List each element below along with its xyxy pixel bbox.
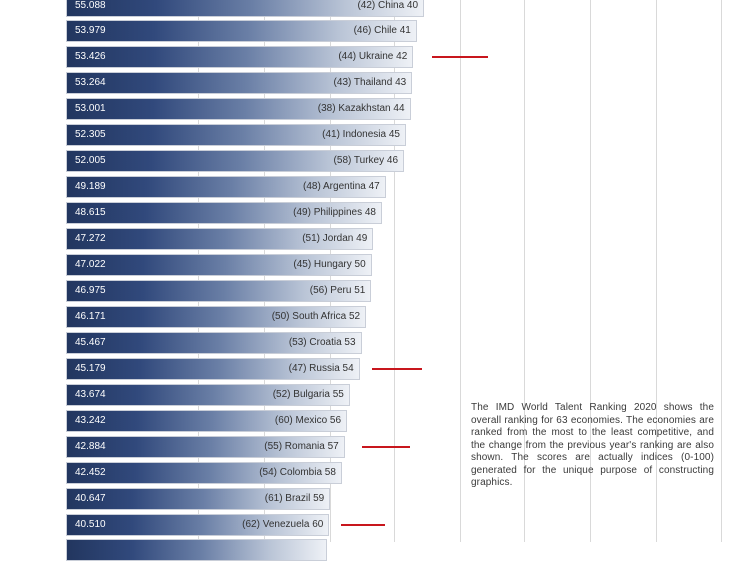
country-label-9: (49) Philippines 48 xyxy=(293,207,376,219)
score-label-12: 46.975 xyxy=(75,284,106,296)
gridline-9 xyxy=(721,0,722,542)
bar-20 xyxy=(66,487,331,510)
bar-17 xyxy=(66,409,348,432)
country-label-20: (61) Brazil 59 xyxy=(264,492,325,504)
score-label-4: 53.264 xyxy=(75,77,106,89)
score-label-21: 40.510 xyxy=(75,518,106,530)
country-label-8: (48) Argentina 47 xyxy=(303,181,380,193)
country-label-16: (52) Bulgaria 55 xyxy=(272,388,344,400)
score-label-13: 46.171 xyxy=(75,310,106,322)
score-label-1: 55.088 xyxy=(75,0,106,11)
score-label-19: 42.452 xyxy=(75,466,106,478)
highlight-marker-15 xyxy=(372,367,422,370)
bar-10 xyxy=(66,228,374,251)
highlight-marker-18 xyxy=(362,445,410,448)
chart-annotation: The IMD World Talent Ranking 2020 shows … xyxy=(471,402,714,488)
country-label-14: (53) Croatia 53 xyxy=(288,336,356,348)
bar-15 xyxy=(66,357,360,380)
bar-16 xyxy=(66,383,350,406)
score-label-17: 43.242 xyxy=(75,414,106,426)
bar-1 xyxy=(66,0,425,17)
country-label-12: (56) Peru 51 xyxy=(309,284,366,296)
bar-21 xyxy=(66,513,330,536)
score-label-2: 53.979 xyxy=(75,25,106,37)
country-label-5: (38) Kazakhstan 44 xyxy=(317,103,405,115)
country-label-6: (41) Indonesia 45 xyxy=(322,129,400,141)
bar-7 xyxy=(66,150,405,173)
country-label-3: (44) Ukraine 42 xyxy=(338,51,408,63)
score-label-16: 43.674 xyxy=(75,388,106,400)
bar-5 xyxy=(66,98,411,121)
country-label-4: (43) Thailand 43 xyxy=(333,77,407,89)
bar-8 xyxy=(66,176,386,199)
country-label-13: (50) South Africa 52 xyxy=(271,310,361,322)
score-label-14: 45.467 xyxy=(75,336,106,348)
highlight-marker-3 xyxy=(432,56,488,59)
gridline-8 xyxy=(656,0,657,542)
bar-18 xyxy=(66,435,345,458)
bar-12 xyxy=(66,279,372,302)
country-label-11: (45) Hungary 50 xyxy=(293,259,366,270)
bar-2 xyxy=(66,20,417,43)
score-label-18: 42.884 xyxy=(75,440,106,452)
bar-11 xyxy=(66,254,372,276)
score-label-8: 49.189 xyxy=(75,181,106,193)
country-label-7: (58) Turkey 46 xyxy=(333,155,399,167)
country-label-19: (54) Colombia 58 xyxy=(259,466,336,478)
country-label-1: (42) China 40 xyxy=(357,0,419,11)
bar-19 xyxy=(66,461,342,484)
country-label-2: (46) Chile 41 xyxy=(353,25,411,37)
score-label-3: 53.426 xyxy=(75,51,106,63)
country-label-17: (60) Mexico 56 xyxy=(274,414,342,426)
country-label-18: (55) Romania 57 xyxy=(264,440,339,452)
bar-14 xyxy=(66,331,362,354)
bar-6 xyxy=(66,124,406,147)
bar-4 xyxy=(66,72,413,95)
gridline-7 xyxy=(590,0,591,542)
score-label-6: 52.305 xyxy=(75,129,106,141)
bar-13 xyxy=(66,305,367,328)
ranking-chart: 55.088 (42) China 40 53.979 (46) Chile 41 53… xyxy=(66,0,722,561)
score-label-10: 47.272 xyxy=(75,233,106,245)
gridline-4 xyxy=(394,0,395,542)
bar-partial-next xyxy=(66,539,328,561)
country-label-21: (62) Venezuela 60 xyxy=(242,518,324,530)
highlight-marker-21 xyxy=(341,523,385,526)
score-label-5: 53.001 xyxy=(75,103,106,115)
score-label-7: 52.005 xyxy=(75,155,106,167)
bar-9 xyxy=(66,202,382,225)
country-label-15: (47) Russia 54 xyxy=(288,362,354,374)
score-label-20: 40.647 xyxy=(75,492,106,504)
score-label-9: 48.615 xyxy=(75,207,106,219)
bar-3 xyxy=(66,46,414,69)
country-label-10: (51) Jordan 49 xyxy=(302,233,368,245)
gridline-5 xyxy=(460,0,461,542)
score-label-15: 45.179 xyxy=(75,362,106,374)
gridline-6 xyxy=(524,0,525,542)
score-label-11: 47.022 xyxy=(75,259,106,270)
